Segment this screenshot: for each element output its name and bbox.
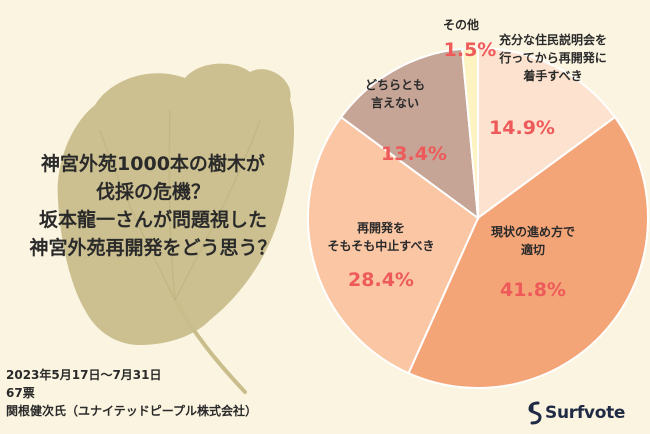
slice-label: 再開発をそもそも中止すべき (328, 220, 435, 253)
title-line: 伐採の危機？ (95, 181, 210, 203)
pie-slice (307, 115, 480, 375)
surfvote-logo-icon (528, 401, 542, 425)
slice-value-label: 13.4% (381, 143, 447, 165)
slice-value-label: 41.8% (500, 279, 566, 301)
pie-slice (407, 115, 649, 389)
brand-name: Surfvote (545, 403, 626, 423)
slice-value-label: 1.5% (444, 39, 497, 61)
slice-value-label: 28.4% (348, 269, 414, 291)
survey-footer: 2023年5月17日〜7月31日 67票 関根健次氏（ユナイテッドピープル株式会… (6, 366, 257, 420)
survey-title: 神宮外苑1000本の樹木が 伐採の危機？ 坂本龍一さんが問題視した 神宮外苑再開… (14, 150, 292, 262)
author: 関根健次氏（ユナイテッドピープル株式会社） (6, 404, 258, 418)
title-line: 神宮外苑1000本の樹木が (41, 153, 265, 175)
slice-value-label: 14.9% (489, 117, 555, 139)
title-line: 神宮外苑再開発をどう思う？ (29, 237, 277, 259)
slice-label: 現状の進め方で適切 (491, 224, 575, 257)
pie-slice (460, 46, 479, 219)
survey-period: 2023年5月17日〜7月31日 (6, 368, 162, 382)
slice-label: その他 (443, 17, 479, 32)
slice-label: 充分な住民説明会を行ってから再開発に着手すべき (498, 32, 607, 83)
vote-count: 67票 (6, 386, 35, 400)
pie-slice (477, 46, 617, 220)
surfvote-logo[interactable]: Surfvote (528, 399, 625, 427)
slice-label: どちらとも言えない (365, 78, 425, 110)
title-line: 坂本龍一さんが問題視した (38, 209, 267, 231)
pie-slice (339, 47, 480, 221)
